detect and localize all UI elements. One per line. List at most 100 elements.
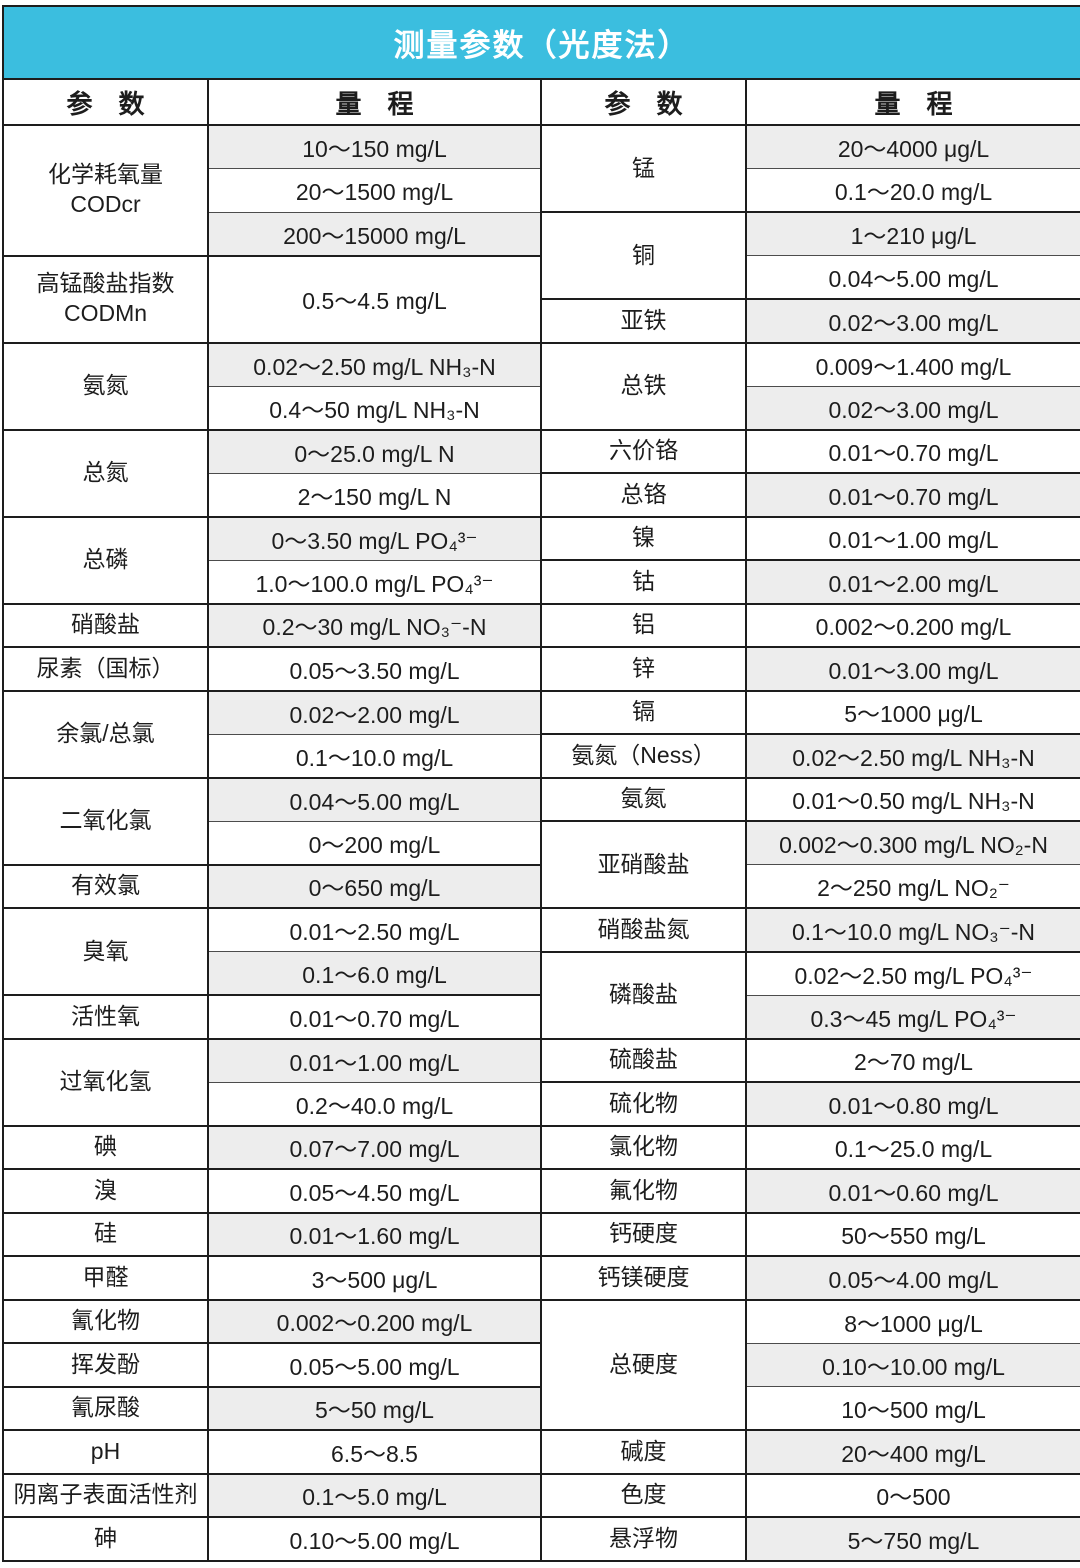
param-cell: 钙镁硬度 (540, 1255, 747, 1300)
param-cell: 甲醛 (2, 1255, 209, 1300)
param-cell: 锌 (540, 646, 747, 691)
param-cell: 余氯/总氯 (2, 689, 209, 778)
param-cell: 磷酸盐 (540, 950, 747, 1039)
range-cell: 1.0～100.0 mg/L PO₄³⁻ (207, 559, 542, 604)
param-cell: 钙硬度 (540, 1211, 747, 1257)
param-cell: 活性氧 (2, 994, 209, 1039)
column-header-range-left: 量 程 (207, 78, 542, 126)
range-cell: 0.002～0.200 mg/L (207, 1298, 542, 1344)
param-cell: 铜 (540, 211, 747, 300)
param-cell: 总铁 (540, 341, 747, 430)
measurement-parameters-table: 测量参数（光度法） 参 数 量 程 参 数 量 程 化学耗氧量 CODcr 10… (2, 5, 1080, 1562)
range-cell: 0.05～4.50 mg/L (207, 1168, 542, 1213)
param-cell: 尿素（国标） (2, 646, 209, 691)
param-cell: 氰尿酸 (2, 1385, 209, 1431)
page-title: 测量参数（光度法） (2, 6, 1080, 80)
param-cell: 氨氮（Ness） (540, 733, 747, 778)
param-cell: 六价铬 (540, 428, 747, 474)
param-cell: 硫化物 (540, 1081, 747, 1126)
param-cell: 亚硝酸盐 (540, 820, 747, 909)
range-cell: 0～500 (745, 1472, 1080, 1518)
param-cell: 亚铁 (540, 298, 747, 343)
param-cell: 化学耗氧量 CODcr (2, 124, 209, 256)
range-cell: 0.02～3.00 mg/L (745, 385, 1080, 430)
range-cell: 0.1～6.0 mg/L (207, 951, 542, 996)
range-cell: 0～3.50 mg/L PO₄³⁻ (207, 515, 542, 561)
range-cell: 5～750 mg/L (745, 1516, 1080, 1561)
range-cell: 0.05～5.00 mg/L (207, 1342, 542, 1387)
param-cell: 钴 (540, 559, 747, 604)
param-cell: 砷 (2, 1516, 209, 1561)
param-cell: 氟化物 (540, 1168, 747, 1213)
param-cell: 挥发酚 (2, 1342, 209, 1387)
range-cell: 200～15000 mg/L (207, 211, 542, 256)
range-cell: 6.5～8.5 (207, 1429, 542, 1474)
param-cell: 硫酸盐 (540, 1037, 747, 1083)
range-cell: 2～70 mg/L (745, 1037, 1080, 1083)
param-cell: 色度 (540, 1472, 747, 1518)
param-cell: 碱度 (540, 1429, 747, 1474)
range-cell: 0.10～10.00 mg/L (745, 1342, 1080, 1387)
range-cell: 5～1000 μg/L (745, 689, 1080, 735)
range-cell: 1～210 μg/L (745, 211, 1080, 256)
range-cell: 0.10～5.00 mg/L (207, 1516, 542, 1561)
range-cell: 0.2～30 mg/L NO₃⁻-N (207, 602, 542, 648)
range-cell: 0.01～0.60 mg/L (745, 1168, 1080, 1213)
range-cell: 0.002～0.300 mg/L NO₂-N (745, 820, 1080, 865)
param-cell: 镉 (540, 689, 747, 735)
range-cell: 0.5～4.5 mg/L (207, 254, 542, 343)
param-cell: 硝酸盐氮 (540, 907, 747, 952)
range-cell: 0.2～40.0 mg/L (207, 1081, 542, 1126)
param-cell: 氰化物 (2, 1298, 209, 1344)
range-cell: 0.4～50 mg/L NH₃-N (207, 385, 542, 430)
column-header-param-left: 参 数 (2, 78, 209, 126)
range-cell: 0.01～1.00 mg/L (745, 515, 1080, 561)
range-cell: 0.01～1.60 mg/L (207, 1211, 542, 1257)
param-cell: 锰 (540, 124, 747, 213)
range-cell: 0.05～3.50 mg/L (207, 646, 542, 691)
range-cell: 20～4000 μg/L (745, 124, 1080, 169)
param-cell: 二氧化氯 (2, 776, 209, 865)
range-cell: 10～500 mg/L (745, 1386, 1080, 1431)
range-cell: 0.3～45 mg/L PO₄³⁻ (745, 994, 1080, 1039)
range-cell: 20～400 mg/L (745, 1429, 1080, 1474)
param-cell: pH (2, 1429, 209, 1474)
range-cell: 50～550 mg/L (745, 1211, 1080, 1257)
range-cell: 0.02～2.50 mg/L NH₃-N (745, 733, 1080, 778)
range-cell: 0.02～2.50 mg/L PO₄³⁻ (745, 950, 1080, 996)
range-cell: 0.01～1.00 mg/L (207, 1037, 542, 1083)
range-cell: 0.1～25.0 mg/L (745, 1124, 1080, 1170)
range-cell: 0～25.0 mg/L N (207, 428, 542, 474)
param-cell: 铝 (540, 602, 747, 648)
range-cell: 20～1500 mg/L (207, 168, 542, 213)
range-cell: 0.01～0.50 mg/L NH₃-N (745, 776, 1080, 822)
param-cell: 硝酸盐 (2, 602, 209, 648)
param-cell: 氨氮 (2, 341, 209, 430)
range-cell: 0～200 mg/L (207, 820, 542, 865)
range-cell: 0.009～1.400 mg/L (745, 341, 1080, 387)
param-cell: 镍 (540, 515, 747, 561)
range-cell: 0.1～10.0 mg/L NO₃⁻-N (745, 907, 1080, 952)
range-cell: 0.04～5.00 mg/L (745, 255, 1080, 300)
param-cell: 总氮 (2, 428, 209, 517)
range-cell: 0.1～20.0 mg/L (745, 168, 1080, 213)
range-cell: 0.02～3.00 mg/L (745, 298, 1080, 343)
param-cell: 总硬度 (540, 1298, 747, 1431)
range-cell: 2～150 mg/L N (207, 472, 542, 517)
param-cell: 高锰酸盐指数 CODMn (2, 254, 209, 343)
column-header-param-right: 参 数 (540, 78, 747, 126)
param-cell: 臭氧 (2, 907, 209, 996)
range-cell: 0.02～2.00 mg/L (207, 689, 542, 735)
range-cell: 0.01～0.70 mg/L (745, 428, 1080, 474)
param-cell: 过氧化氢 (2, 1037, 209, 1126)
param-cell: 氯化物 (540, 1124, 747, 1170)
param-cell: 总铬 (540, 472, 747, 517)
range-cell: 2～250 mg/L NO₂⁻ (745, 864, 1080, 909)
range-cell: 0.1～5.0 mg/L (207, 1472, 542, 1518)
range-cell: 0.01～2.50 mg/L (207, 907, 542, 952)
range-cell: 0.04～5.00 mg/L (207, 776, 542, 822)
param-cell: 硅 (2, 1211, 209, 1257)
range-cell: 0.002～0.200 mg/L (745, 602, 1080, 648)
param-cell: 总磷 (2, 515, 209, 604)
